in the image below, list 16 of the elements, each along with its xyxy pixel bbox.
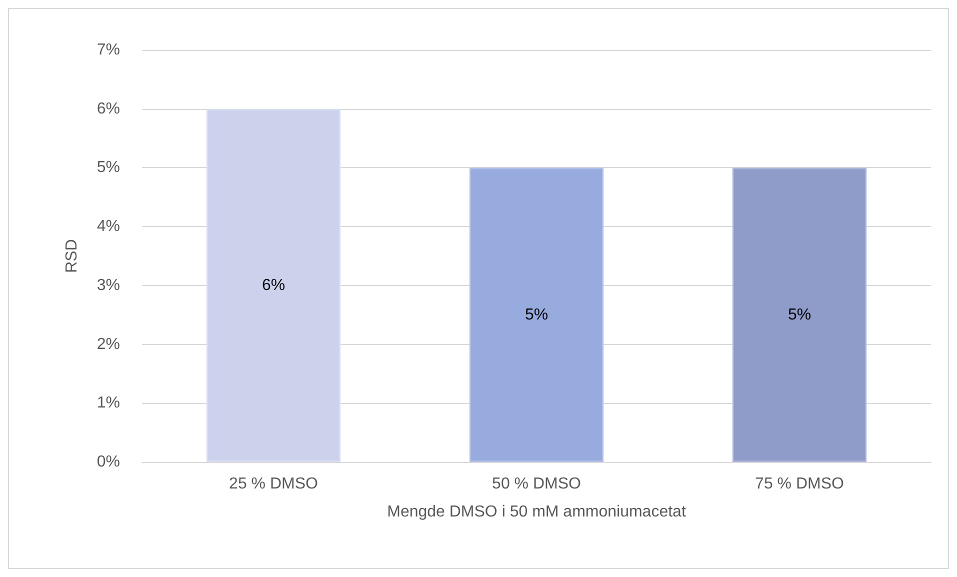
data-label: 6% bbox=[262, 276, 286, 294]
x-tick-label: 75 % DMSO bbox=[755, 476, 844, 492]
y-tick-label: 0% bbox=[96, 454, 120, 470]
y-tick-label: 7% bbox=[96, 42, 120, 58]
y-tick-label: 1% bbox=[96, 394, 120, 412]
x-tick-label: 25 % DMSO bbox=[229, 476, 318, 492]
x-tick-label: 50 % DMSO bbox=[492, 476, 581, 492]
data-label: 5% bbox=[788, 306, 812, 324]
y-tick-label: 2% bbox=[96, 336, 120, 353]
x-axis-title: Mengde DMSO i 50 mM ammoniumacetat bbox=[387, 504, 686, 520]
y-tick-label: 3% bbox=[96, 276, 120, 294]
y-tick-label: 6% bbox=[96, 100, 120, 118]
data-label: 5% bbox=[524, 306, 548, 324]
y-tick-label: 5% bbox=[96, 159, 120, 176]
y-tick-label: 4% bbox=[96, 218, 120, 236]
y-axis-title: RSD bbox=[64, 239, 80, 273]
